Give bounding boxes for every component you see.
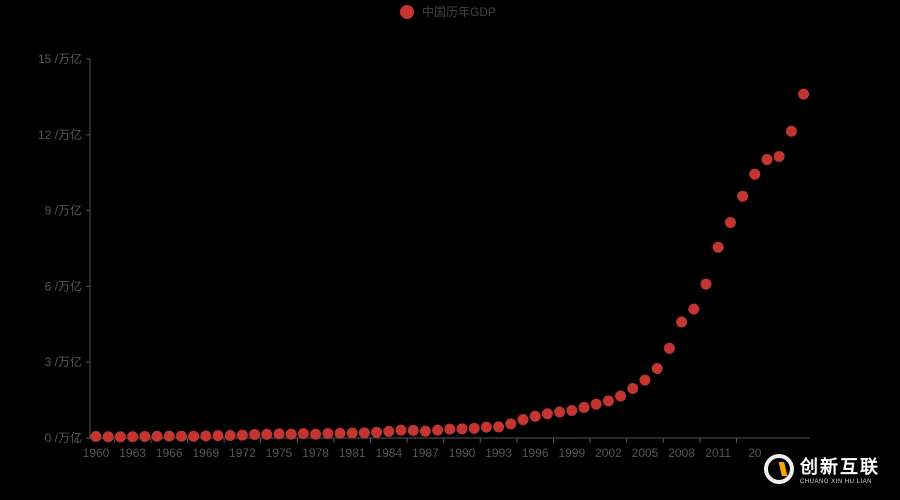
data-point[interactable] — [236, 429, 248, 441]
data-point[interactable] — [700, 278, 712, 290]
data-point[interactable] — [383, 425, 395, 437]
data-point[interactable] — [773, 151, 785, 163]
data-point[interactable] — [139, 431, 151, 443]
x-tick-label: 2005 — [632, 446, 659, 460]
y-tick-label: 9 /万亿 — [45, 203, 82, 218]
data-point[interactable] — [493, 421, 505, 433]
data-point[interactable] — [529, 410, 541, 422]
data-point[interactable] — [749, 168, 761, 180]
data-point[interactable] — [212, 430, 224, 442]
data-point[interactable] — [639, 374, 651, 386]
x-tick-label: 1963 — [119, 446, 146, 460]
data-point[interactable] — [273, 428, 285, 440]
data-point[interactable] — [578, 401, 590, 413]
x-tick-label: 1990 — [449, 446, 476, 460]
y-tick-label: 6 /万亿 — [45, 278, 82, 293]
data-point[interactable] — [468, 422, 480, 434]
y-tick-label: 12 /万亿 — [38, 127, 82, 142]
data-point[interactable] — [505, 418, 517, 430]
data-point[interactable] — [334, 427, 346, 439]
data-point[interactable] — [114, 431, 126, 443]
data-point[interactable] — [322, 427, 334, 439]
data-point[interactable] — [663, 342, 675, 354]
data-point[interactable] — [456, 423, 468, 435]
y-tick-label: 15 /万亿 — [38, 51, 82, 66]
data-point[interactable] — [602, 395, 614, 407]
data-point[interactable] — [224, 429, 236, 441]
y-tick-label: 0 /万亿 — [45, 430, 82, 445]
data-points — [90, 88, 810, 443]
data-point[interactable] — [297, 428, 309, 440]
x-axis: 1960 1963 1966 1969 1972 1975 1978 1981 1984 1987… — [77, 437, 810, 460]
data-point[interactable] — [676, 316, 688, 328]
y-axis: 0 /万亿 3 /万亿 6 /万亿 9 /万亿 12 /万亿 15 /万亿 — [38, 51, 91, 445]
data-point[interactable] — [407, 424, 419, 436]
data-point[interactable] — [785, 125, 797, 137]
x-tick-label: 2008 — [668, 446, 695, 460]
chart-legend[interactable]: 中国历年GDP — [400, 3, 496, 20]
data-point[interactable] — [444, 423, 456, 435]
x-tick-label: 2011 — [705, 446, 731, 460]
data-point[interactable] — [151, 430, 163, 442]
data-point[interactable] — [102, 431, 114, 443]
data-point[interactable] — [371, 426, 383, 438]
data-point[interactable] — [346, 427, 358, 439]
data-point[interactable] — [310, 428, 322, 440]
data-point[interactable] — [615, 390, 627, 402]
data-point[interactable] — [651, 363, 663, 375]
legend-marker-icon — [400, 4, 414, 19]
data-point[interactable] — [737, 190, 749, 202]
data-point[interactable] — [395, 424, 407, 436]
data-point[interactable] — [163, 430, 175, 442]
x-tick-label: 1966 — [156, 446, 183, 460]
x-tick-label: 1987 — [412, 446, 439, 460]
legend-label: 中国历年GDP — [422, 5, 497, 19]
x-tick-label: 1978 — [302, 446, 329, 460]
logo-text-cn: 创新互联 — [800, 457, 880, 477]
data-point[interactable] — [90, 430, 102, 442]
data-point[interactable] — [175, 430, 187, 442]
data-point[interactable] — [517, 414, 529, 426]
x-tick-label: 20 — [748, 446, 762, 460]
data-point[interactable] — [541, 408, 553, 420]
data-point[interactable] — [249, 428, 261, 440]
x-tick-label: 2002 — [595, 446, 622, 460]
data-point[interactable] — [188, 430, 200, 442]
data-point[interactable] — [480, 421, 492, 433]
data-point[interactable] — [127, 431, 139, 443]
x-tick-label: 1984 — [375, 446, 402, 460]
x-tick-label: 1999 — [558, 446, 585, 460]
x-tick-label: 1981 — [339, 446, 366, 460]
data-point[interactable] — [432, 424, 444, 436]
watermark-logo: 创新互联 CHUANG XIN HU LIAN — [764, 453, 880, 485]
x-tick-label: 1960 — [83, 446, 110, 460]
data-point[interactable] — [761, 154, 773, 166]
data-point[interactable] — [419, 425, 431, 437]
x-tick-label: 1996 — [522, 446, 549, 460]
x-tick-label: 1993 — [485, 446, 512, 460]
logo-icon — [764, 454, 794, 484]
data-point[interactable] — [358, 427, 370, 439]
data-point[interactable] — [590, 398, 602, 410]
x-tick-label: 1975 — [266, 446, 293, 460]
data-point[interactable] — [627, 382, 639, 394]
logo-text-en: CHUANG XIN HU LIAN — [800, 479, 873, 485]
data-point[interactable] — [200, 430, 212, 442]
data-point[interactable] — [566, 404, 578, 416]
x-tick-label: 1969 — [192, 446, 219, 460]
x-tick-label: 1972 — [229, 446, 256, 460]
data-point[interactable] — [798, 88, 810, 100]
data-point[interactable] — [688, 303, 700, 315]
data-point[interactable] — [724, 216, 736, 228]
data-point[interactable] — [554, 406, 566, 418]
data-point[interactable] — [285, 428, 297, 440]
data-point[interactable] — [712, 241, 724, 253]
y-tick-label: 3 /万亿 — [45, 354, 82, 369]
data-point[interactable] — [261, 428, 273, 440]
